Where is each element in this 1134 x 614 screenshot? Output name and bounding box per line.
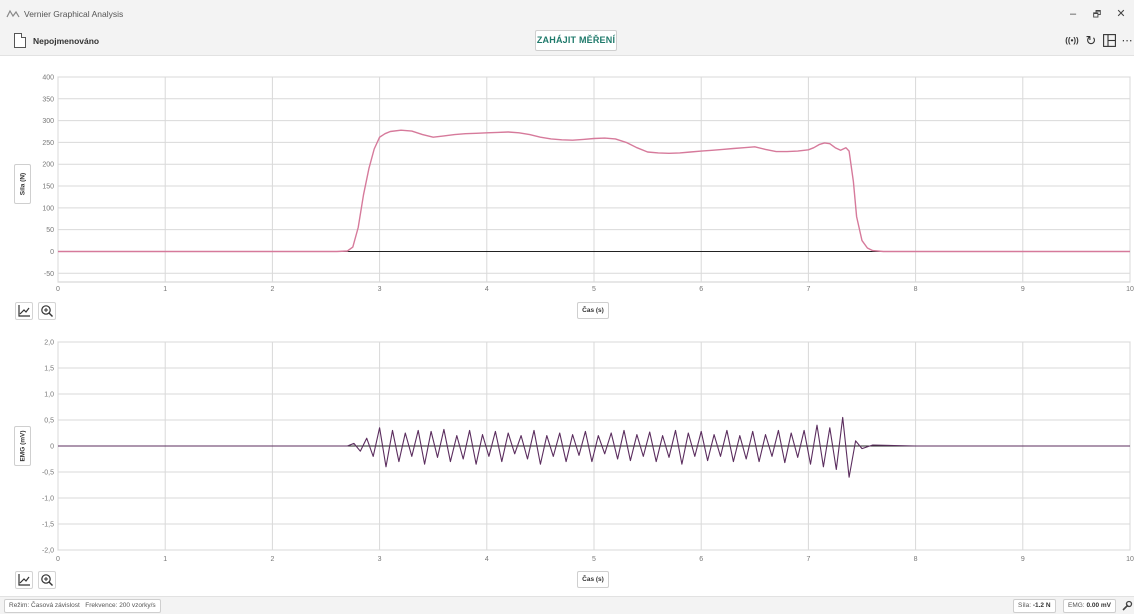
emg-axis-label-button[interactable]: EMG (mV) [14, 426, 31, 466]
emg-chart[interactable]: 0 1 2 3 4 5 6 7 8 9 10 2,0 1,5 1,0 0,5 0 -0,5 -1,0 -1,5 -2,… [0, 328, 1134, 566]
emg-readout[interactable]: EMG: 0.00 mV [1063, 599, 1117, 613]
x-tick-label: 6 [699, 556, 703, 563]
app-title: Vernier Graphical Analysis [24, 9, 124, 19]
reset-icon[interactable]: ↻ [1085, 33, 1097, 48]
x-tick-label: 4 [485, 286, 489, 293]
x-tick-label: 10 [1126, 286, 1134, 293]
force-chart[interactable]: 0 1 2 3 4 5 6 7 8 9 10 400 350 300 250 200 150 100 50 0 -50 [0, 56, 1134, 296]
x-tick-label: 2 [270, 556, 274, 563]
emg-zoom-button[interactable] [38, 571, 56, 589]
document-icon[interactable] [14, 33, 26, 48]
y-tick-label: 300 [42, 118, 54, 125]
y-tick-label: 0 [50, 444, 54, 451]
zoom-icon [41, 305, 53, 317]
y-tick-label: 0,5 [44, 418, 54, 425]
y-tick-label: 150 [42, 184, 54, 191]
y-tick-label: -0,5 [42, 470, 54, 477]
mode-frequency-button[interactable]: Režim: Časová závislost Frekvence: 200 v… [4, 599, 161, 613]
y-tick-label: -2,0 [42, 548, 54, 555]
emg-time-axis-label[interactable]: Čas (s) [577, 571, 609, 588]
zoom-icon [41, 574, 53, 586]
graph-options-icon [18, 574, 30, 586]
force-readout-label: Síla: [1018, 602, 1032, 609]
minimize-button[interactable]: – [1069, 8, 1077, 20]
mode-text: Režim: Časová závislost [9, 602, 80, 609]
force-zoom-button[interactable] [38, 302, 56, 320]
x-tick-label: 7 [806, 286, 810, 293]
x-tick-label: 8 [914, 556, 918, 563]
y-tick-label: -50 [44, 271, 54, 278]
y-tick-label: 0 [50, 249, 54, 256]
document-name[interactable]: Nepojmenováno [33, 36, 100, 46]
more-options-icon[interactable]: ⋯ [1121, 35, 1133, 47]
wrench-icon[interactable] [1121, 600, 1133, 612]
y-tick-label: 400 [42, 75, 54, 82]
y-tick-label: 50 [46, 227, 54, 234]
force-time-axis-label[interactable]: Čas (s) [577, 302, 609, 319]
x-tick-label: 3 [378, 556, 382, 563]
emg-readout-value: 0.00 mV [1086, 602, 1112, 609]
x-tick-label: 8 [914, 286, 918, 293]
y-tick-label: 350 [42, 96, 54, 103]
force-axis-label-button[interactable]: Síla (N) [14, 164, 31, 204]
y-tick-label: 2,0 [44, 340, 54, 347]
y-tick-label: 200 [42, 162, 54, 169]
y-tick-label: 1,0 [44, 392, 54, 399]
series-line [58, 416, 1130, 478]
emg-graph-options-button[interactable] [15, 571, 33, 589]
force-readout[interactable]: Síla: -1.2 N [1013, 599, 1056, 613]
x-tick-label: 0 [56, 286, 60, 293]
title-bar: Vernier Graphical Analysis – 🗗 ✕ [0, 0, 1134, 28]
force-graph-options-button[interactable] [15, 302, 33, 320]
x-tick-label: 3 [378, 286, 382, 293]
toolbar: Nepojmenováno ZAHÁJIT MĚŘENÍ ((•)) ↻ ⋯ [0, 28, 1134, 56]
force-readout-value: -1.2 N [1032, 602, 1051, 609]
x-tick-label: 1 [163, 556, 167, 563]
x-tick-label: 6 [699, 286, 703, 293]
frequency-text: Frekvence: 200 vzorky/s [85, 602, 156, 609]
status-bar: Režim: Časová závislost Frekvence: 200 v… [0, 596, 1134, 614]
y-tick-label: 100 [42, 205, 54, 212]
x-tick-label: 7 [806, 556, 810, 563]
graph-options-icon [18, 305, 30, 317]
y-tick-label: 250 [42, 140, 54, 147]
app-logo-icon [6, 9, 20, 18]
y-tick-label: -1,0 [42, 496, 54, 503]
force-graph[interactable]: Síla (N) 0 1 2 3 4 5 6 7 8 9 10 400 350 300 250 200 150 1… [0, 56, 1134, 328]
maximize-button[interactable]: 🗗 [1092, 9, 1102, 19]
y-tick-label: -1,5 [42, 522, 54, 529]
x-tick-label: 2 [270, 286, 274, 293]
x-tick-label: 10 [1126, 556, 1134, 563]
x-tick-label: 9 [1021, 556, 1025, 563]
x-tick-label: 1 [163, 286, 167, 293]
close-button[interactable]: ✕ [1116, 8, 1126, 20]
series-line [58, 129, 1130, 253]
x-tick-label: 4 [485, 556, 489, 563]
start-collection-button[interactable]: ZAHÁJIT MĚŘENÍ [535, 30, 617, 51]
x-tick-label: 9 [1021, 286, 1025, 293]
y-tick-label: 1,5 [44, 366, 54, 373]
emg-readout-label: EMG: [1068, 602, 1085, 609]
x-tick-label: 5 [592, 286, 596, 293]
layout-icon[interactable] [1103, 34, 1116, 47]
sensor-connection-icon[interactable]: ((•)) [1065, 36, 1079, 45]
x-tick-label: 5 [592, 556, 596, 563]
emg-graph[interactable]: EMG (mV) 0 1 2 3 4 5 6 7 8 9 10 2,0 1,5 1,0 0,5 0 -0,5 -1… [0, 328, 1134, 594]
x-tick-label: 0 [56, 556, 60, 563]
